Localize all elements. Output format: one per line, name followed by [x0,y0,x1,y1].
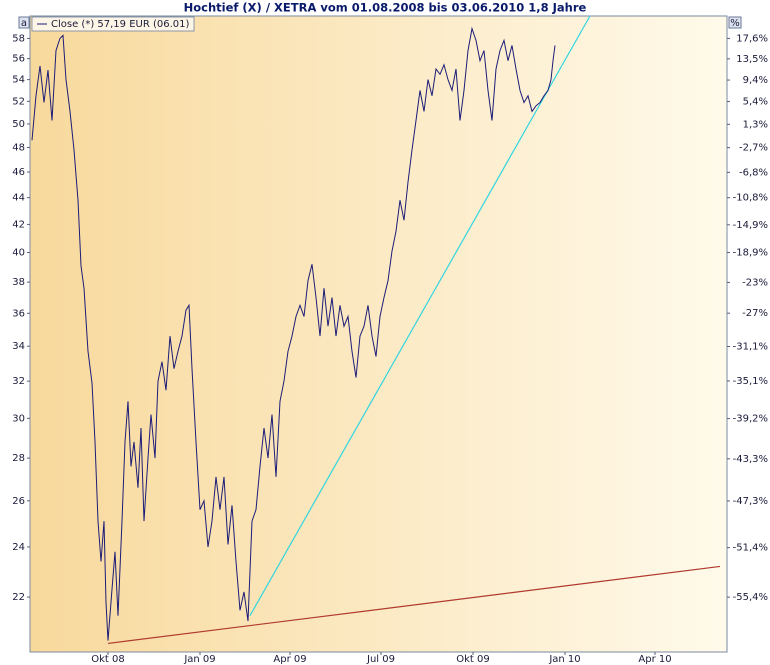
y-tick-label: 36 [12,308,25,319]
y-tick-label: 28 [12,453,25,464]
y2-tick-label: -18,9% [733,248,768,259]
plot-clip [31,16,721,645]
y2-tick-label: -31,1% [733,341,768,352]
x-tick-label: Apr 10 [638,654,671,665]
legend-label: Close (*) 57,19 EUR (06.01) [51,19,190,30]
y2-tick-label: 13,5% [736,54,768,65]
y-tick-label: 42 [12,219,25,230]
legend [31,16,195,32]
y-tick-label: 46 [12,167,25,178]
y2-tick-label: -55,4% [733,592,768,603]
y2-tick-label: -23% [742,277,768,288]
y2-tick-label: -39,2% [733,414,768,425]
trend-line [249,16,591,617]
y-tick-label: 54 [12,75,25,86]
axis-badge [18,16,30,29]
x-tick-label: Okt 08 [91,654,125,665]
price-line [31,26,556,641]
x-tick-label: Jul 09 [366,654,395,665]
y2-tick-label: -2,7% [739,143,768,154]
y2-tick-label: 17,6% [736,33,768,44]
trend-line [107,565,721,645]
y2-tick-label: 9,4% [743,75,768,86]
y-tick-label: 34 [12,341,25,352]
x-tick-label: Okt 09 [456,654,490,665]
x-tick-label: Jan 09 [183,654,215,665]
y-tick-label: 52 [12,96,25,107]
y2-tick-label: -10,8% [733,193,768,204]
y-tick-label: 26 [12,496,25,507]
y2-tick-label: -6,8% [739,167,768,178]
y-tick-label: 30 [12,413,25,424]
axis-badge [728,16,742,29]
y2-tick-label: -35,1% [733,376,768,387]
y2-tick-label: -51,4% [733,543,768,554]
y2-tick-label: 1,3% [743,119,768,130]
y-tick-label: 44 [12,193,25,204]
y-tick-label: 48 [12,142,25,153]
y2-tick-label: -47,3% [733,496,768,507]
chart-title: Hochtief (X) / XETRA vom 01.08.2008 bis … [184,1,587,15]
axis-badge-text: a [21,18,27,29]
y-tick-label: 32 [12,376,25,387]
y2-tick-label: 5,4% [743,97,768,108]
x-tick-label: Jan 10 [548,654,580,665]
y-tick-label: 58 [12,33,25,44]
y2-tick-label: -14,9% [733,220,768,231]
y-tick-label: 24 [12,542,25,553]
y2-tick-label: -43,3% [733,454,768,465]
x-tick-label: Apr 09 [273,654,306,665]
y-tick-label: 38 [12,277,25,288]
y-tick-label: 22 [12,592,25,603]
y-tick-label: 40 [12,248,25,259]
y-tick-label: 50 [12,119,25,130]
axis-badge-text: % [730,18,740,29]
y2-tick-label: -27% [742,308,768,319]
y-tick-label: 56 [12,54,25,65]
